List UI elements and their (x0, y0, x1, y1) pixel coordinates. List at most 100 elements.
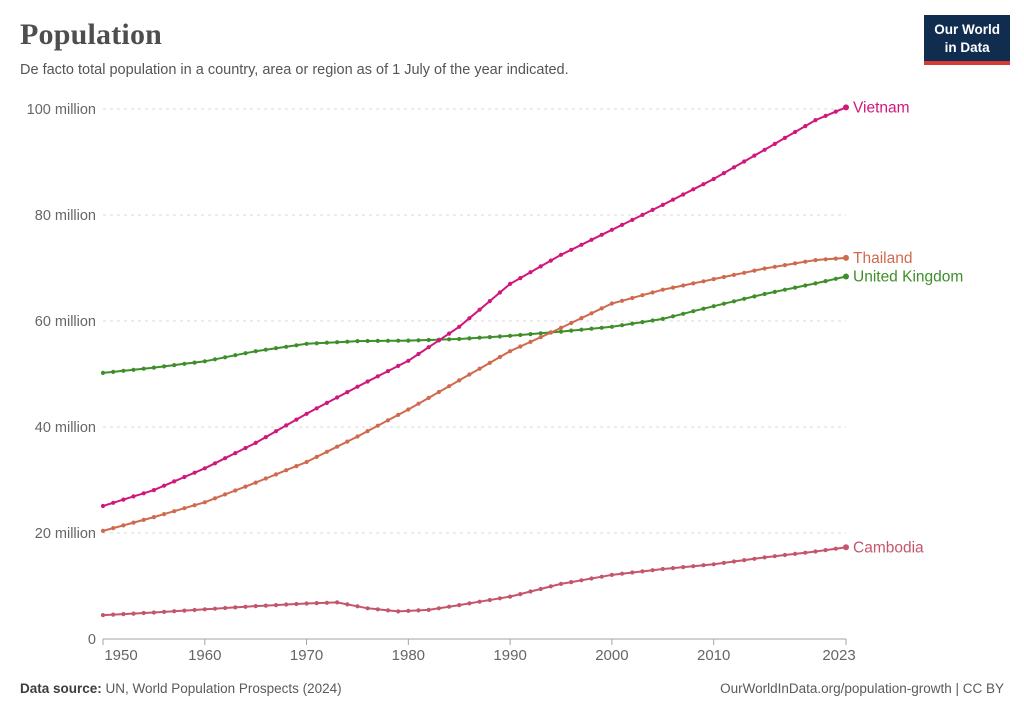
data-point (630, 217, 635, 222)
y-tick-label: 20 million (35, 526, 96, 542)
data-point (803, 283, 808, 288)
data-point (823, 548, 828, 553)
data-point (141, 491, 146, 496)
data-point (823, 279, 828, 284)
data-point (701, 182, 706, 187)
series-label-thailand[interactable]: Thailand (853, 250, 912, 267)
data-point (172, 479, 177, 484)
data-point (609, 324, 615, 329)
data-point (518, 276, 523, 281)
data-point (681, 565, 686, 570)
data-point (416, 608, 421, 613)
data-point (528, 589, 533, 594)
data-point (314, 341, 319, 346)
data-point (436, 389, 441, 395)
data-source-text: UN, World Population Prospects (2024) (101, 681, 342, 696)
data-point (681, 192, 686, 197)
data-point (151, 365, 156, 370)
data-point (223, 492, 228, 497)
series-label-cambodia[interactable]: Cambodia (853, 539, 924, 556)
data-point (182, 506, 187, 511)
data-point (589, 311, 594, 316)
data-point (691, 281, 696, 286)
data-point (457, 336, 462, 342)
data-point (284, 602, 289, 607)
data-point (426, 337, 431, 343)
data-point (609, 301, 615, 306)
data-point (650, 207, 655, 212)
series-line-cambodia[interactable] (102, 546, 847, 617)
data-point (762, 555, 767, 560)
data-point (742, 558, 747, 563)
data-point (385, 418, 391, 423)
data-point (508, 281, 513, 286)
data-point (172, 509, 177, 514)
data-point (131, 520, 136, 525)
data-point (742, 296, 747, 301)
data-point (131, 367, 136, 372)
data-point (273, 472, 279, 477)
data-point (324, 400, 329, 405)
data-point (782, 263, 788, 268)
data-point (528, 270, 533, 275)
data-point (111, 369, 116, 374)
data-point (793, 129, 798, 135)
data-point (762, 147, 767, 152)
data-point (711, 176, 716, 182)
data-point (100, 503, 106, 509)
data-point (793, 261, 798, 266)
data-point (579, 242, 584, 247)
data-point (650, 318, 655, 323)
data-point (416, 351, 421, 357)
data-point (436, 606, 441, 611)
data-point (172, 609, 177, 614)
data-point (396, 338, 401, 343)
data-point (782, 135, 788, 140)
data-point (447, 604, 452, 609)
data-point (477, 335, 482, 340)
data-point (151, 488, 156, 493)
data-point (406, 358, 411, 363)
owid-url-link[interactable]: OurWorldInData.org/population-growth | C… (720, 681, 1004, 696)
data-point (375, 607, 380, 612)
data-point (843, 544, 849, 551)
data-point (202, 607, 207, 612)
data-point (813, 281, 818, 286)
data-point (233, 488, 238, 493)
series-label-united-kingdom[interactable]: United Kingdom (853, 268, 963, 285)
data-point (284, 468, 289, 473)
data-point (711, 277, 716, 282)
data-point (121, 612, 126, 617)
data-point (447, 337, 452, 342)
data-point (192, 503, 197, 508)
series-line-thailand[interactable] (102, 256, 847, 532)
data-point (579, 578, 584, 583)
data-point (294, 601, 299, 607)
data-point (538, 335, 543, 340)
data-point (263, 476, 268, 481)
data-point (670, 566, 676, 571)
series-label-vietnam[interactable]: Vietnam (853, 99, 910, 116)
data-point (640, 212, 645, 217)
data-point (151, 515, 156, 520)
data-point (772, 554, 777, 559)
data-point (100, 370, 106, 375)
data-point (263, 435, 268, 440)
x-tick-label: 1970 (290, 647, 323, 664)
data-point (121, 523, 126, 528)
data-point (803, 124, 808, 129)
y-tick-label: 80 million (35, 208, 96, 224)
data-point (701, 563, 706, 568)
data-point (599, 232, 604, 237)
owid-logo[interactable]: Our World in Data (924, 15, 1010, 66)
data-point (721, 274, 727, 280)
data-point (223, 456, 228, 461)
data-point (548, 584, 553, 589)
data-point (650, 290, 655, 295)
data-point (660, 202, 665, 207)
data-point (538, 586, 543, 592)
data-point (833, 256, 838, 261)
data-point (182, 608, 187, 613)
data-point (670, 197, 676, 202)
